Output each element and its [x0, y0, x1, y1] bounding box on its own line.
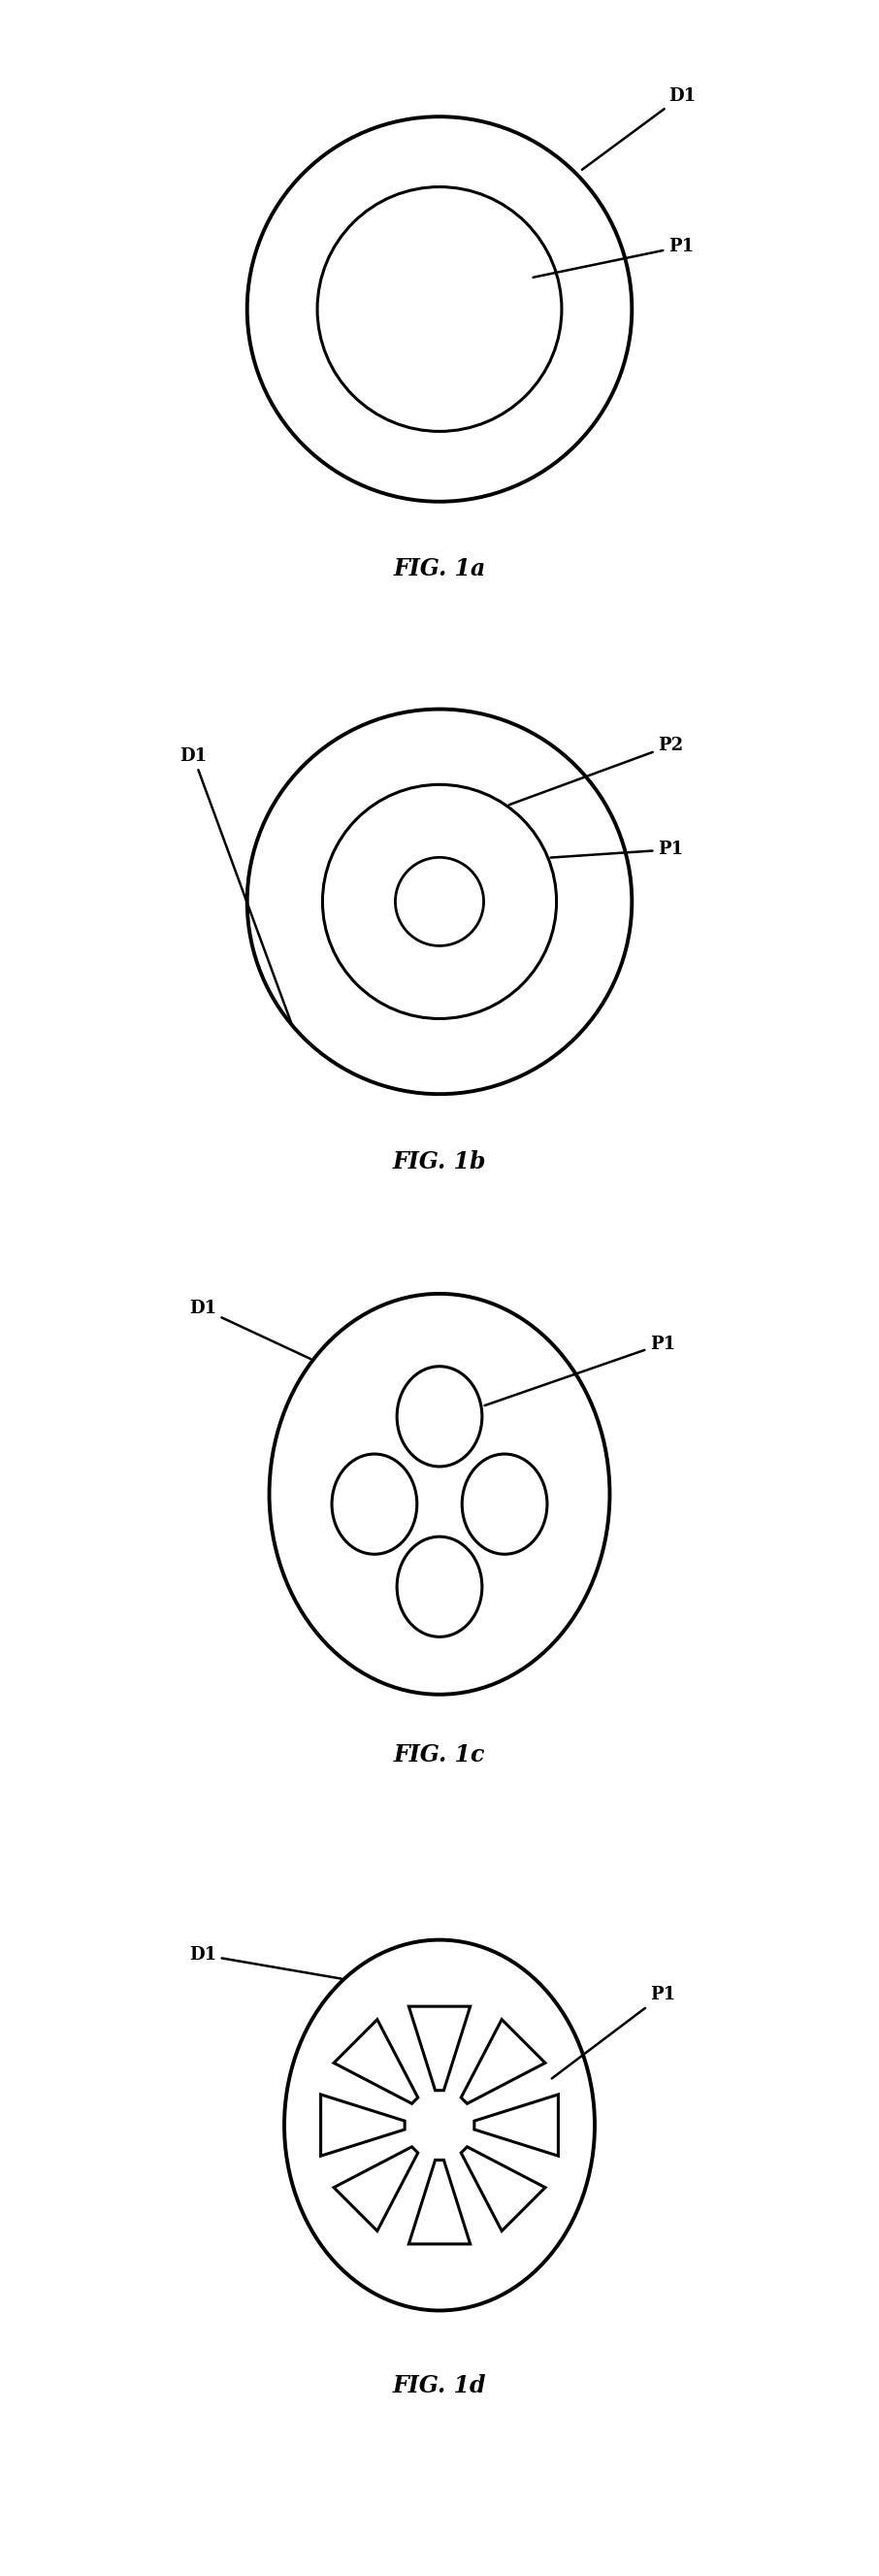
- Text: D1: D1: [189, 1945, 341, 1978]
- Text: D1: D1: [189, 1301, 310, 1360]
- Text: P1: P1: [550, 840, 683, 858]
- Text: D1: D1: [179, 747, 291, 1023]
- Text: P1: P1: [534, 237, 694, 278]
- Text: FIG. 1a: FIG. 1a: [393, 556, 486, 580]
- Text: FIG. 1c: FIG. 1c: [394, 1744, 485, 1767]
- Text: P1: P1: [552, 1986, 675, 2079]
- Text: P1: P1: [484, 1334, 675, 1406]
- Text: D1: D1: [582, 88, 695, 170]
- Text: FIG. 1d: FIG. 1d: [393, 2375, 486, 2398]
- Text: FIG. 1b: FIG. 1b: [393, 1149, 486, 1172]
- Text: P2: P2: [509, 737, 683, 804]
